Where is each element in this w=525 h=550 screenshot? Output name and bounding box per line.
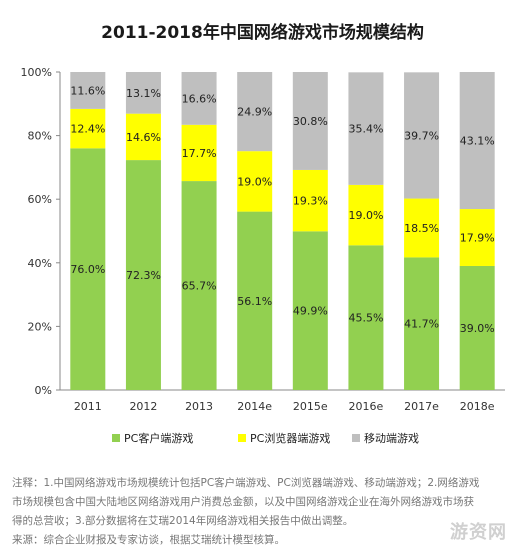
data-label: 16.6%: [182, 92, 217, 105]
bar-segment: [348, 245, 384, 390]
data-label: 18.5%: [404, 222, 439, 235]
data-label: 13.1%: [126, 87, 161, 100]
data-label: 19.0%: [348, 209, 383, 222]
stacked-bar-chart: 0% 20% 40% 60% 80% 100% 2011 2012 2013 2014e 2015…: [21, 66, 505, 445]
bars: 76.0% 12.4% 11.6% 72.3% 14.6% 13.1% 65.7% 17.7%…: [70, 72, 495, 390]
y-tick-label: 0%: [35, 384, 52, 397]
chart-title: 2011-2018年中国网络游戏市场规模结构: [101, 23, 424, 43]
x-tick-label: 2015e: [293, 400, 328, 413]
data-label: 19.3%: [293, 195, 328, 208]
data-label: 72.3%: [126, 269, 161, 282]
data-label: 12.4%: [70, 123, 105, 136]
notes-line-1: 注释：1.中国网络游戏市场规模统计包括PC客户端游戏、PC浏览器端游戏、移动端游…: [12, 477, 480, 489]
bar-segment: [237, 72, 273, 152]
bar-segment: [292, 72, 328, 170]
y-tick-label: 20%: [28, 320, 52, 333]
x-tick-label: 2018e: [460, 400, 495, 413]
data-label: 17.7%: [182, 147, 217, 160]
legend-swatch: [112, 434, 120, 442]
bar-segment: [70, 72, 106, 109]
chart-notes: 注释：1.中国网络游戏市场规模统计包括PC客户端游戏、PC浏览器端游戏、移动端游…: [12, 474, 517, 550]
x-tick-label: 2017e: [404, 400, 439, 413]
data-label: 17.9%: [460, 232, 495, 245]
legend-label: PC客户端游戏: [124, 431, 193, 445]
x-tick-label: 2011: [74, 400, 102, 413]
bar-segment: [292, 231, 328, 390]
x-tick-label: 2012: [129, 400, 157, 413]
bar-segment: [237, 151, 273, 212]
data-label: 30.8%: [293, 115, 328, 128]
watermark: 游资网: [450, 522, 507, 543]
data-label: 35.4%: [348, 123, 383, 136]
bar-segment: [70, 148, 106, 390]
data-label: 24.9%: [237, 106, 272, 119]
data-label: 11.6%: [70, 84, 105, 97]
bar-segment: [125, 72, 161, 114]
notes-line-3: 得的总营收；3.部分数据将在艾瑞2014年网络游戏相关报告中做出调整。: [12, 515, 354, 527]
bar-segment: [459, 72, 495, 210]
bar-segment: [348, 184, 384, 246]
bar-segment: [125, 113, 161, 161]
notes-line-2: 市场规模包含中国大陆地区网络游戏用户消费总金额，以及中国网络游戏企业在海外网络游…: [12, 496, 474, 508]
legend-swatch: [238, 434, 246, 442]
data-label: 14.6%: [126, 131, 161, 144]
data-label: 65.7%: [182, 280, 217, 293]
y-tick-label: 60%: [28, 193, 52, 206]
legend: PC客户端游戏 PC浏览器端游戏 移动端游戏: [112, 431, 419, 445]
y-tick-label: 80%: [28, 130, 52, 143]
x-tick-label: 2016e: [349, 400, 384, 413]
bar-segment: [237, 211, 273, 390]
data-label: 45.5%: [348, 312, 383, 325]
bar-segment: [404, 198, 440, 258]
y-tick-label: 40%: [28, 257, 52, 270]
x-tick-label: 2014e: [237, 400, 272, 413]
bar-segment: [70, 108, 106, 149]
data-label: 76.0%: [70, 263, 105, 276]
legend-label: 移动端游戏: [364, 432, 419, 445]
data-label: 41.7%: [404, 318, 439, 331]
legend-label: PC浏览器端游戏: [250, 431, 330, 445]
x-axis: 2011 2012 2013 2014e 2015e 2016e 2017e 2018e: [60, 389, 505, 413]
data-label: 39.0%: [460, 322, 495, 335]
bar-segment: [459, 209, 495, 266]
data-label: 56.1%: [237, 295, 272, 308]
x-tick-label: 2013: [185, 400, 213, 413]
legend-swatch: [352, 434, 360, 442]
data-label: 43.1%: [460, 135, 495, 148]
notes-line-4: 来源：综合企业财报及专家访谈，根据艾瑞统计模型核算。: [12, 534, 285, 546]
data-label: 39.7%: [404, 129, 439, 142]
bar-segment: [404, 72, 440, 199]
data-label: 19.0%: [237, 175, 272, 188]
bar-segment: [125, 160, 161, 390]
data-label: 49.9%: [293, 305, 328, 318]
bar-segment: [181, 124, 217, 182]
bar-segment: [459, 265, 495, 390]
bar-segment: [181, 181, 217, 390]
bar-segment: [348, 72, 384, 185]
y-tick-label: 100%: [21, 66, 52, 79]
bar-segment: [181, 72, 217, 125]
bar-segment: [404, 257, 440, 390]
y-axis: 0% 20% 40% 60% 80% 100%: [21, 66, 61, 397]
bar-segment: [292, 169, 328, 232]
